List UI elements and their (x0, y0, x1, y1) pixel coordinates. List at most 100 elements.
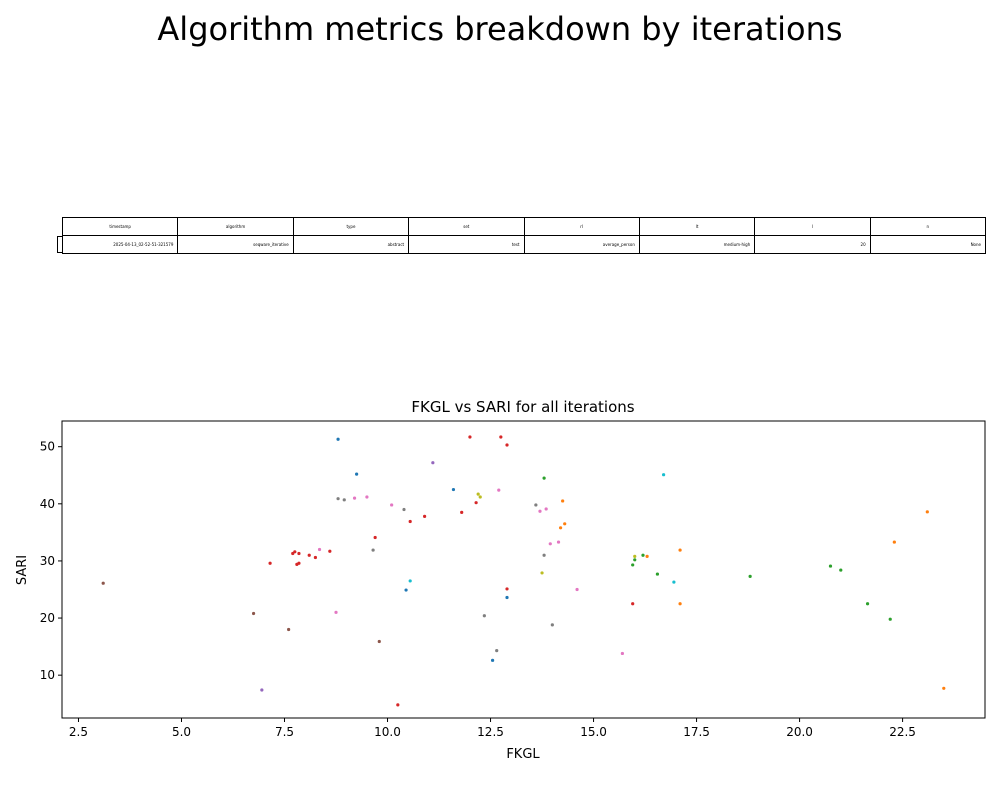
data-point (317, 547, 322, 552)
table-header-cell: type (292, 217, 410, 236)
data-point (839, 568, 843, 572)
x-tick-label: 10.0 (374, 725, 401, 739)
data-point (468, 435, 472, 439)
table-cell: 2025-04-13_02-52-51-321579 (61, 235, 179, 254)
data-point (538, 509, 542, 513)
data-point (542, 553, 546, 557)
data-point (631, 602, 635, 606)
y-tick-label: 40 (40, 497, 55, 511)
data-point (672, 580, 676, 584)
data-point (495, 649, 499, 653)
data-point (633, 558, 637, 562)
y-tick-label: 10 (40, 668, 55, 682)
plot-frame (61, 420, 986, 719)
data-point (678, 548, 682, 552)
data-point (328, 549, 332, 553)
table-header-cell: rl (523, 217, 640, 236)
table-header-cell: l (754, 217, 871, 236)
metadata-table-container: timestamp algorithm type set rl lt l n 2… (57, 217, 987, 254)
table-cell: test (408, 235, 525, 254)
data-point (548, 542, 552, 546)
data-point (641, 553, 645, 557)
data-point (563, 522, 567, 526)
data-point (561, 499, 565, 503)
data-point (499, 435, 503, 439)
table-cell: abstract (292, 235, 410, 254)
data-point (404, 588, 408, 592)
data-point (544, 507, 548, 511)
x-tick-label: 20.0 (786, 725, 813, 739)
data-point (550, 623, 554, 627)
data-point (336, 497, 340, 501)
x-tick-label: 17.5 (683, 725, 710, 739)
points-layer (101, 435, 946, 707)
data-point (476, 492, 480, 496)
data-point (313, 555, 318, 560)
data-point (307, 553, 311, 557)
data-point (490, 658, 495, 662)
table-cell: None (869, 235, 987, 254)
x-tick-label: 7.5 (275, 725, 294, 739)
data-point (505, 587, 509, 591)
data-point (620, 651, 624, 656)
data-point (297, 561, 301, 565)
table-header-cell: set (408, 217, 525, 236)
data-point (534, 503, 538, 507)
data-point (645, 554, 649, 558)
data-point (655, 572, 660, 576)
data-point (540, 571, 544, 575)
data-point (633, 554, 637, 558)
y-axis-label: SARI (15, 555, 30, 585)
table-header-cell: lt (638, 217, 756, 236)
metadata-table: timestamp algorithm type set rl lt l n 2… (61, 217, 987, 254)
data-point (402, 507, 406, 512)
data-point (505, 595, 509, 600)
data-point (268, 561, 272, 565)
data-point (942, 686, 946, 690)
data-point (661, 473, 666, 477)
data-point (748, 574, 752, 578)
row-label-cell (57, 236, 62, 253)
y-tick-label: 20 (40, 611, 55, 625)
x-axis-label: FKGL (506, 747, 540, 762)
data-point (558, 526, 563, 530)
data-point (390, 503, 394, 507)
chart-title: FKGL vs SARI for all iterations (411, 398, 634, 416)
data-point (460, 510, 464, 514)
x-axis: 2.5 5.0 7.5 10.0 12.5 15.0 17.5 20.0 22.5 (69, 718, 916, 739)
x-tick-label: 12.5 (477, 725, 504, 739)
data-point (828, 564, 833, 568)
data-point (474, 501, 478, 505)
data-point (408, 519, 412, 524)
y-tick-label: 50 (40, 440, 55, 454)
table-row: 2025-04-13_02-52-51-321579 seqware_itera… (61, 235, 987, 254)
data-point (377, 639, 381, 644)
data-point (297, 551, 301, 556)
table-header-cell: algorithm (177, 217, 294, 236)
data-point (352, 496, 357, 500)
data-point (431, 461, 435, 465)
data-point (342, 498, 346, 502)
data-point (556, 540, 561, 544)
figure-title: Algorithm metrics breakdown by iteration… (157, 10, 843, 48)
data-point (678, 602, 682, 606)
data-point (478, 495, 482, 499)
table-cell: average_person (523, 235, 640, 254)
data-point (408, 579, 412, 583)
data-point (497, 488, 501, 492)
x-tick-label: 15.0 (580, 725, 607, 739)
data-point (888, 617, 892, 621)
y-axis: 10 20 30 40 50 (40, 440, 62, 682)
data-point (892, 540, 896, 544)
data-point (101, 581, 105, 585)
table-cell: 20 (754, 235, 871, 254)
data-point (260, 688, 264, 692)
x-tick-label: 2.5 (69, 725, 88, 739)
scatter-chart: FKGL vs SARI for all iterations 2.5 5.0 7.… (15, 398, 986, 762)
data-point (865, 602, 870, 606)
table-header-cell: n (869, 217, 987, 236)
data-point (355, 472, 359, 476)
data-point (631, 563, 635, 567)
data-point (451, 487, 456, 492)
y-tick-label: 30 (40, 554, 55, 568)
